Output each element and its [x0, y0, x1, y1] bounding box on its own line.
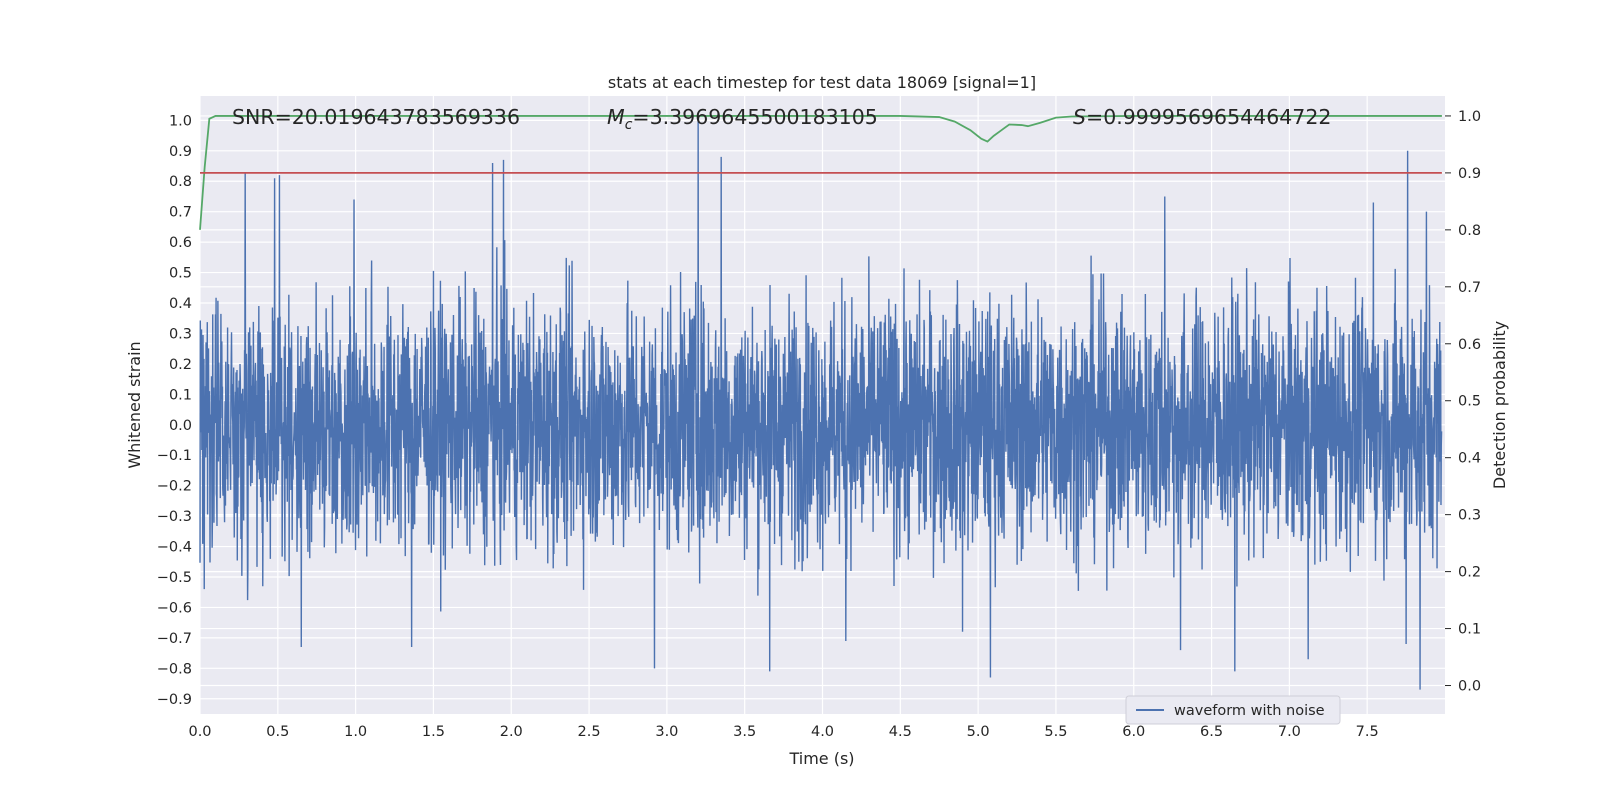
y-tick-label: −0.2: [157, 479, 192, 495]
y-tick-label: 0.1: [169, 387, 192, 403]
x-tick-label: 4.5: [889, 724, 912, 740]
x-tick-label: 5.5: [1044, 724, 1067, 740]
series-layer: [199, 115, 1443, 690]
chirp-mass-annotation: Mc=3.3969645500183105: [607, 105, 878, 133]
y-tick-label: 0.3: [169, 326, 192, 342]
chirp-mass-value: =3.3969645500183105: [632, 105, 877, 129]
y-tick-label: −0.8: [157, 661, 192, 677]
score-symbol: S: [1073, 105, 1086, 129]
y2-tick-label: 0.8: [1458, 223, 1481, 239]
y-tick-label: 0.4: [169, 296, 192, 312]
x-tick-label: 1.0: [344, 724, 367, 740]
y-tick-label: −0.1: [157, 448, 192, 464]
y2-tick-label: 0.6: [1458, 337, 1481, 353]
x-tick-label: 5.0: [967, 724, 990, 740]
score-annotation: S=0.9999569654464722: [1073, 105, 1331, 129]
y2-tick-label: 0.2: [1458, 565, 1481, 581]
y2-tick-label: 0.4: [1458, 451, 1481, 467]
chart-title: stats at each timestep for test data 180…: [608, 73, 1036, 92]
y2-tick-label: 1.0: [1458, 109, 1481, 125]
x-tick-label: 0.0: [188, 724, 211, 740]
y-tick-label: 0.0: [169, 418, 192, 434]
y-tick-label: 0.6: [169, 235, 192, 251]
y2-tick-label: 0.0: [1458, 679, 1481, 695]
x-tick-label: 1.5: [422, 724, 445, 740]
x-tick-label: 7.0: [1278, 724, 1301, 740]
x-tick-label: 2.5: [578, 724, 601, 740]
x-tick-label: 4.0: [811, 724, 834, 740]
y2-tick-label: 0.5: [1458, 394, 1481, 410]
y-tick-label: −0.9: [157, 692, 192, 708]
legend: waveform with noise: [1125, 695, 1341, 725]
x-tick-label: 0.5: [266, 724, 289, 740]
y-tick-label: −0.4: [157, 540, 192, 556]
y2-tick-label: 0.1: [1458, 622, 1481, 638]
score-value: =0.9999569654464722: [1086, 105, 1331, 129]
y-tick-label: −0.3: [157, 509, 192, 525]
chirp-mass-symbol: M: [607, 105, 625, 129]
y2-tick-label: 0.3: [1458, 508, 1481, 524]
y-tick-label: 0.7: [169, 205, 192, 221]
x-tick-label: 6.0: [1122, 724, 1145, 740]
y-tick-label: −0.7: [157, 631, 192, 647]
waveform-with-noise-series: [199, 120, 1443, 690]
chirp-mass-subscript: c: [625, 117, 633, 133]
y2-tick-label: 0.9: [1458, 166, 1481, 182]
x-tick-label: 7.5: [1356, 724, 1379, 740]
x-tick-label: 6.5: [1200, 724, 1223, 740]
snr-annotation: SNR=20.019643783569336: [232, 105, 520, 129]
x-tick-label: 2.0: [500, 724, 523, 740]
y-tick-label: 0.8: [169, 174, 192, 190]
y-tick-label: −0.6: [157, 600, 192, 616]
y-tick-label: 1.0: [169, 113, 192, 129]
y-tick-label: 0.5: [169, 266, 192, 282]
detection-probability-series: [199, 115, 1442, 230]
x-tick-label: 3.0: [655, 724, 678, 740]
tick-layer: 0.0 0.5 1.0 1.5 2.0 2.5 3.0 3.5 4.0 4.5 5.0 5.5 6.0 6…: [157, 109, 1481, 740]
y2-tick-label: 0.7: [1458, 280, 1481, 296]
y-tick-label: 0.9: [169, 144, 192, 160]
legend-label-waveform: waveform with noise: [1174, 703, 1325, 719]
y-tick-label: 0.2: [169, 357, 192, 373]
y2-axis-label: Detection probability: [1490, 321, 1509, 489]
x-tick-label: 3.5: [733, 724, 756, 740]
y-axis-label: Whitened strain: [125, 341, 144, 468]
y-tick-label: −0.5: [157, 570, 192, 586]
x-axis-label: Time (s): [788, 749, 854, 768]
legend-box: [1125, 695, 1341, 725]
